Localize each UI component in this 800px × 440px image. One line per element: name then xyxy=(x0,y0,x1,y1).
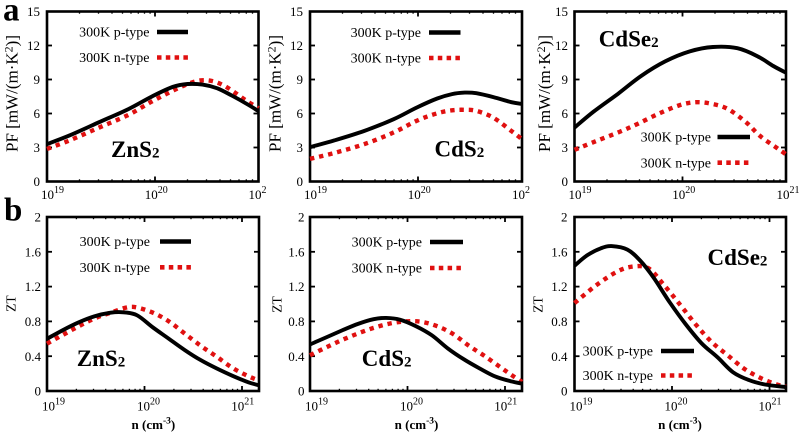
svg-text:300K n-type: 300K n-type xyxy=(352,262,422,277)
svg-text:1.2: 1.2 xyxy=(288,279,304,294)
svg-text:ZnS2: ZnS2 xyxy=(111,137,159,162)
svg-text:b: b xyxy=(4,193,22,229)
svg-text:15: 15 xyxy=(290,4,303,19)
svg-text:300K p-type: 300K p-type xyxy=(583,345,653,360)
svg-text:ZT: ZT xyxy=(531,296,546,313)
svg-text:0: 0 xyxy=(298,384,305,399)
svg-text:ZnS2: ZnS2 xyxy=(77,346,125,371)
svg-text:0.4: 0.4 xyxy=(551,349,568,364)
svg-text:9: 9 xyxy=(297,72,304,87)
svg-text:CdS2: CdS2 xyxy=(362,346,412,371)
svg-text:12: 12 xyxy=(27,38,40,53)
svg-text:3: 3 xyxy=(34,140,41,155)
svg-text:CdSe2: CdSe2 xyxy=(599,27,659,52)
svg-text:9: 9 xyxy=(34,72,41,87)
svg-text:300K p-type: 300K p-type xyxy=(79,26,149,41)
svg-text:2: 2 xyxy=(298,210,305,225)
svg-text:0.4: 0.4 xyxy=(288,349,305,364)
svg-text:PF [mW/(m·K2)]: PF [mW/(m·K2)] xyxy=(2,35,22,152)
svg-text:6: 6 xyxy=(297,106,304,121)
svg-text:300K n-type: 300K n-type xyxy=(641,156,711,171)
svg-text:0: 0 xyxy=(562,174,569,189)
svg-text:0: 0 xyxy=(34,174,41,189)
svg-text:12: 12 xyxy=(290,38,303,53)
svg-text:0: 0 xyxy=(297,174,304,189)
svg-text:ZT: ZT xyxy=(4,295,19,312)
svg-text:0.8: 0.8 xyxy=(551,314,567,329)
svg-text:3: 3 xyxy=(297,140,304,155)
svg-text:300K p-type: 300K p-type xyxy=(641,131,711,146)
svg-text:6: 6 xyxy=(562,106,569,121)
svg-text:6: 6 xyxy=(34,106,41,121)
svg-text:15: 15 xyxy=(27,4,40,19)
svg-text:1.6: 1.6 xyxy=(551,244,568,259)
svg-text:PF [mW/(m·K2)]: PF [mW/(m·K2)] xyxy=(265,35,285,152)
svg-text:0.8: 0.8 xyxy=(288,314,304,329)
svg-text:0: 0 xyxy=(561,384,568,399)
svg-text:1.2: 1.2 xyxy=(25,279,41,294)
svg-text:300K n-type: 300K n-type xyxy=(79,51,149,66)
svg-text:0: 0 xyxy=(35,384,42,399)
svg-text:ZT: ZT xyxy=(269,296,284,313)
svg-text:300K p-type: 300K p-type xyxy=(352,236,422,251)
svg-text:3: 3 xyxy=(562,140,569,155)
svg-text:2: 2 xyxy=(561,210,568,225)
svg-text:12: 12 xyxy=(555,38,568,53)
svg-text:PF [mW/(m·K2)]: PF [mW/(m·K2)] xyxy=(534,35,554,152)
svg-text:300K p-type: 300K p-type xyxy=(351,26,421,41)
svg-text:1.6: 1.6 xyxy=(288,244,305,259)
svg-text:300K p-type: 300K p-type xyxy=(80,235,150,250)
svg-text:300K n-type: 300K n-type xyxy=(583,369,653,384)
svg-text:CdSe2: CdSe2 xyxy=(708,245,768,270)
svg-text:15: 15 xyxy=(555,4,568,19)
svg-text:1.6: 1.6 xyxy=(25,244,42,259)
svg-text:0.8: 0.8 xyxy=(25,314,41,329)
svg-text:2: 2 xyxy=(35,210,42,225)
svg-text:300K n-type: 300K n-type xyxy=(80,261,150,276)
svg-text:300K n-type: 300K n-type xyxy=(351,52,421,67)
svg-text:1.2: 1.2 xyxy=(551,279,567,294)
svg-text:0.4: 0.4 xyxy=(25,349,42,364)
svg-text:9: 9 xyxy=(562,72,569,87)
svg-text:a: a xyxy=(3,0,20,29)
svg-text:CdS2: CdS2 xyxy=(435,137,485,162)
